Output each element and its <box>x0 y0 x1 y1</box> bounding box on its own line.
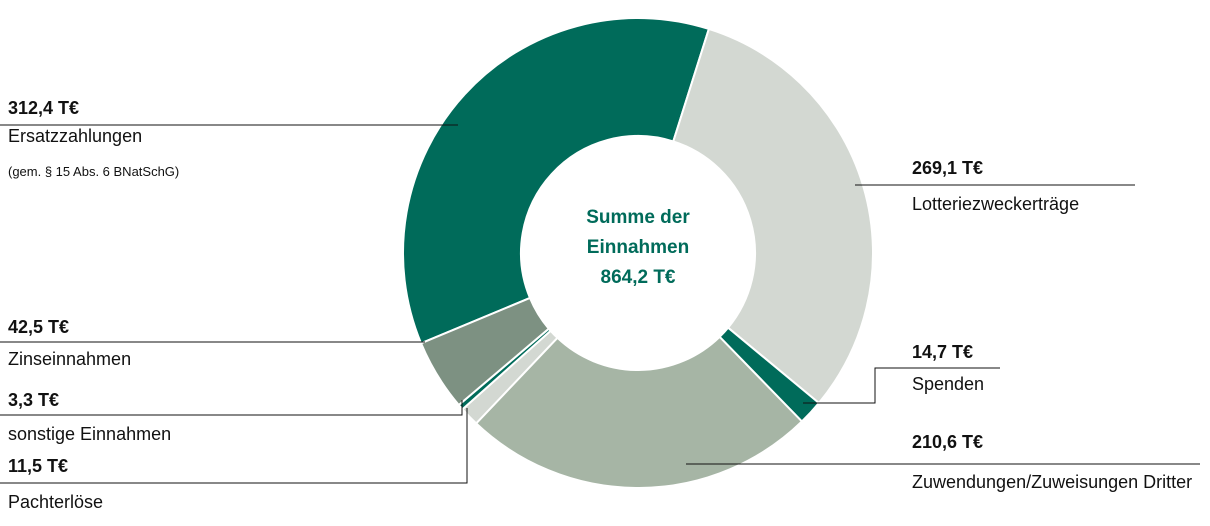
category-label: Pachterlöse <box>8 492 104 512</box>
center-title: Summe der Einnahmen <box>586 207 690 258</box>
value-label: 42,5 T€ <box>8 317 70 337</box>
category-label: sonstige Einnahmen <box>8 424 172 444</box>
center-total: 864,2 T€ <box>600 267 676 288</box>
category-label: Ersatzzahlungen <box>8 126 143 146</box>
leader-line <box>803 367 1000 404</box>
center-label: Summe der Einnahmen 864,2 T€ <box>558 203 718 293</box>
value-label: 3,3 T€ <box>8 390 60 410</box>
annotation: (gem. § 15 Abs. 6 BNatSchG) <box>8 164 180 179</box>
category-label: Spenden <box>912 374 985 394</box>
leader-line <box>0 400 463 416</box>
slice <box>672 27 874 405</box>
category-label: Zinseinnahmen <box>8 349 132 369</box>
value-label: 14,7 T€ <box>912 342 974 362</box>
slice <box>419 296 551 407</box>
value-label: 312,4 T€ <box>8 98 80 118</box>
category-label: Zuwendungen/Zuweisungen Dritter <box>912 472 1193 492</box>
leader-line <box>0 408 468 484</box>
value-label: 269,1 T€ <box>912 158 984 178</box>
slice <box>402 17 711 345</box>
value-label: 11,5 T€ <box>8 456 69 476</box>
category-label: Lotteriezweckerträge <box>912 194 1080 214</box>
slice <box>474 335 804 489</box>
value-label: 210,6 T€ <box>912 432 984 452</box>
